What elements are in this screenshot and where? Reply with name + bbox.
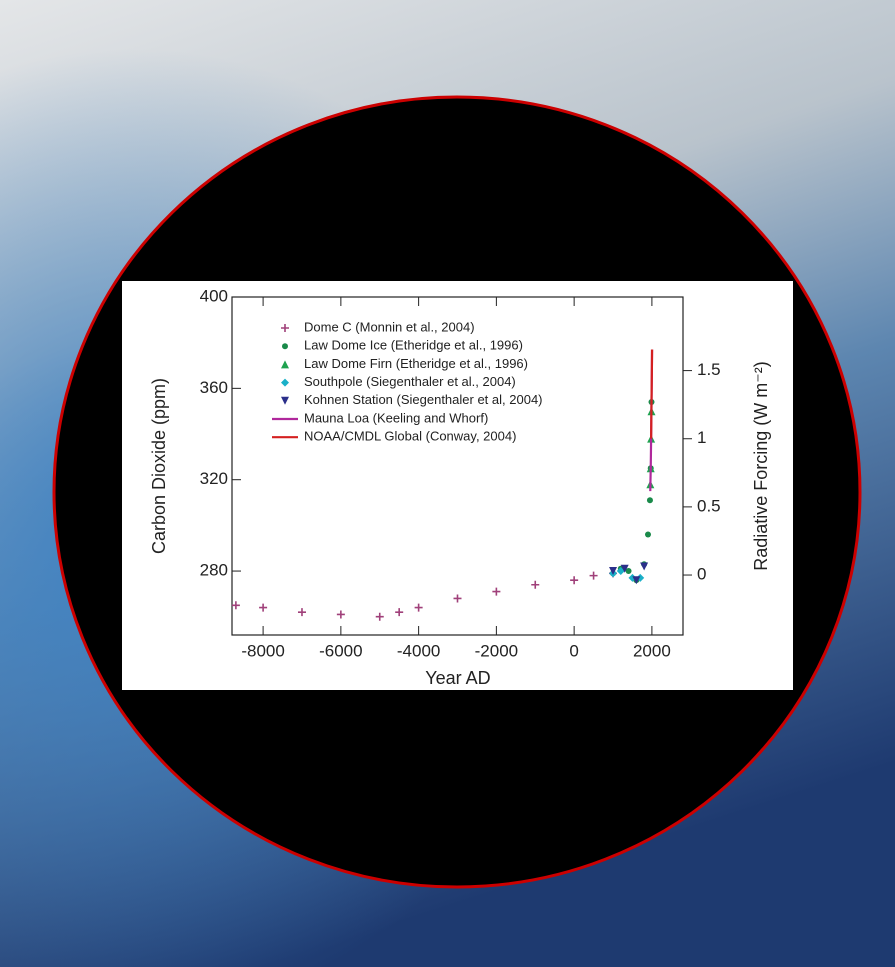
point bbox=[336, 610, 345, 619]
legend-label: Law Dome Firn (Etheridge et al., 1996) bbox=[304, 356, 528, 371]
x-tick-label: 0 bbox=[569, 641, 578, 660]
legend-label: Southpole (Siegenthaler et al., 2004) bbox=[304, 374, 516, 389]
legend-swatch bbox=[281, 378, 289, 387]
point bbox=[646, 497, 653, 504]
point bbox=[616, 567, 625, 576]
y-tick-label: 400 bbox=[200, 286, 228, 305]
x-tick-label: -4000 bbox=[397, 641, 440, 660]
point bbox=[395, 608, 404, 617]
point bbox=[492, 587, 501, 596]
y2-tick-label: 0.5 bbox=[697, 496, 721, 515]
y-tick-label: 280 bbox=[200, 561, 228, 580]
y2-tick-label: 1 bbox=[697, 428, 706, 447]
legend-label: NOAA/CMDL Global (Conway, 2004) bbox=[304, 429, 516, 444]
point bbox=[609, 567, 618, 576]
legend-label: Kohnen Station (Siegenthaler et al, 2004… bbox=[304, 392, 543, 407]
y2-tick-label: 1.5 bbox=[697, 360, 721, 379]
point bbox=[620, 564, 629, 573]
plot: -8000 -6000 -4000 -2000 0 2000 280 320 360 400 0 0.… bbox=[200, 286, 721, 660]
legend-swatch bbox=[281, 360, 289, 369]
legend-swatch bbox=[282, 343, 288, 350]
x-tick-label: 2000 bbox=[633, 641, 671, 660]
legend-label: Dome C (Monnin et al., 2004) bbox=[304, 319, 475, 334]
y-tick-label: 360 bbox=[200, 378, 228, 397]
series-line bbox=[650, 349, 654, 439]
point bbox=[589, 571, 598, 580]
point bbox=[375, 612, 384, 621]
point bbox=[645, 531, 652, 538]
x-tick-label: -8000 bbox=[241, 641, 284, 660]
point bbox=[570, 576, 579, 585]
y-tick-label: 320 bbox=[200, 469, 228, 488]
point bbox=[297, 608, 306, 617]
legend-label: Mauna Loa (Keeling and Whorf) bbox=[304, 410, 488, 425]
x-tick-label: -6000 bbox=[319, 641, 362, 660]
y2-tick-label: 0 bbox=[697, 565, 706, 584]
legend-swatch bbox=[281, 324, 289, 332]
point bbox=[231, 601, 240, 610]
point bbox=[259, 603, 268, 612]
point bbox=[640, 562, 649, 571]
x-axis-title: Year AD bbox=[425, 668, 490, 688]
y-axis-title: Carbon Dioxide (ppm) bbox=[149, 378, 169, 554]
chart-panel bbox=[122, 281, 793, 690]
point bbox=[632, 576, 641, 585]
plot-frame bbox=[231, 296, 684, 636]
point bbox=[453, 594, 462, 603]
point bbox=[414, 603, 423, 612]
legend-label: Law Dome Ice (Etheridge et al., 1996) bbox=[304, 338, 523, 353]
point bbox=[531, 580, 540, 589]
legend-swatch bbox=[281, 396, 289, 405]
y2-axis-title: Radiative Forcing (W m⁻²) bbox=[751, 361, 771, 571]
point bbox=[625, 568, 632, 575]
x-tick-label: -2000 bbox=[475, 641, 518, 660]
